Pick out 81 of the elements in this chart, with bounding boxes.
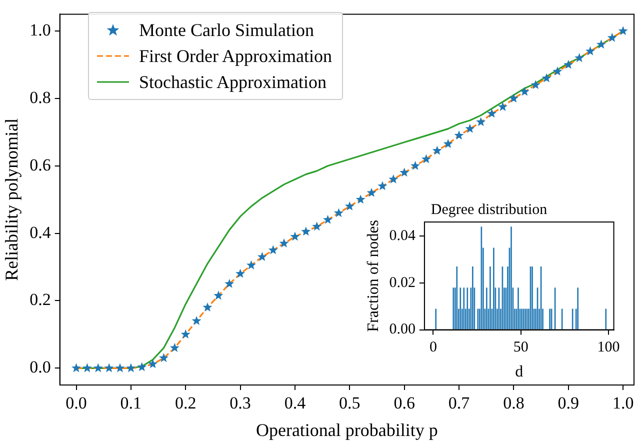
y-tick-label: 0.4 <box>30 222 52 242</box>
y-tick-label: 0.00 <box>389 322 416 338</box>
point <box>115 363 125 372</box>
point <box>378 181 388 190</box>
point <box>586 46 596 56</box>
point <box>301 226 311 236</box>
point <box>400 168 410 177</box>
x-tick-label: 0.9 <box>558 394 580 413</box>
point <box>476 117 486 126</box>
y-tick-label: 0.6 <box>30 155 51 174</box>
point <box>498 102 508 111</box>
point <box>542 73 552 82</box>
point <box>552 66 562 76</box>
point <box>180 329 190 338</box>
point <box>82 363 92 372</box>
point <box>290 232 300 241</box>
x-tick-label: 1.0 <box>612 394 634 413</box>
point <box>158 353 168 362</box>
point <box>214 290 224 300</box>
x-tick-label: 100 <box>597 340 620 356</box>
x-axis-title: Operational probability p <box>256 420 438 440</box>
point <box>344 201 354 210</box>
point <box>192 316 202 325</box>
point <box>93 363 103 372</box>
point <box>202 302 212 312</box>
point <box>454 130 464 140</box>
point <box>508 93 518 103</box>
point <box>72 363 82 372</box>
x-tick-label: 0.8 <box>503 394 524 413</box>
point <box>323 214 333 224</box>
y-tick-label: 0.0 <box>30 358 51 377</box>
point <box>596 40 606 49</box>
point <box>268 245 278 254</box>
point <box>236 268 246 278</box>
point <box>487 108 497 118</box>
y-tick-label: 0.02 <box>389 274 416 291</box>
point <box>104 363 114 372</box>
x-tick-label: 0.7 <box>448 394 470 413</box>
point <box>312 222 322 231</box>
y-tick-label: 0.04 <box>389 228 416 244</box>
x-axis-title: d <box>515 364 524 381</box>
point <box>356 194 366 204</box>
chart-title: Degree distribution <box>430 202 548 218</box>
point <box>279 238 289 248</box>
y-tick-label: 0.8 <box>30 88 51 107</box>
x-tick-label: 0 <box>429 340 437 356</box>
point <box>607 32 617 42</box>
point <box>246 260 256 270</box>
point <box>410 160 420 170</box>
x-tick-label: 0.2 <box>174 394 196 413</box>
point <box>137 362 147 372</box>
point <box>465 124 475 133</box>
point <box>334 208 344 218</box>
y-axis-title: Reliability polynomial <box>2 118 22 281</box>
legend-label: Stochastic Approximation <box>139 71 326 94</box>
y-axis-title: Fraction of nodes <box>364 220 382 332</box>
x-tick-label: 50 <box>513 340 528 356</box>
point <box>224 278 234 288</box>
y-tick-label: 0.2 <box>30 290 51 310</box>
y-tick-label: 1.0 <box>30 20 51 40</box>
point <box>388 174 398 184</box>
x-tick-label: 0.3 <box>230 394 251 413</box>
point <box>443 138 453 148</box>
point <box>257 252 267 261</box>
x-tick-label: 0.0 <box>66 394 87 413</box>
point <box>574 53 584 62</box>
point <box>564 60 574 69</box>
point <box>618 26 628 36</box>
x-tick-label: 0.5 <box>339 394 360 413</box>
point <box>421 154 431 164</box>
point <box>432 146 442 155</box>
point <box>366 188 376 197</box>
legend-label: Monte Carlo Simulation <box>139 19 314 42</box>
point <box>126 363 136 372</box>
x-tick-label: 0.4 <box>284 394 306 413</box>
point <box>170 342 180 352</box>
point <box>148 359 158 368</box>
x-tick-label: 0.1 <box>120 394 142 413</box>
point <box>530 80 540 90</box>
point <box>520 86 530 96</box>
legend-label: First Order Approximation <box>139 45 332 68</box>
